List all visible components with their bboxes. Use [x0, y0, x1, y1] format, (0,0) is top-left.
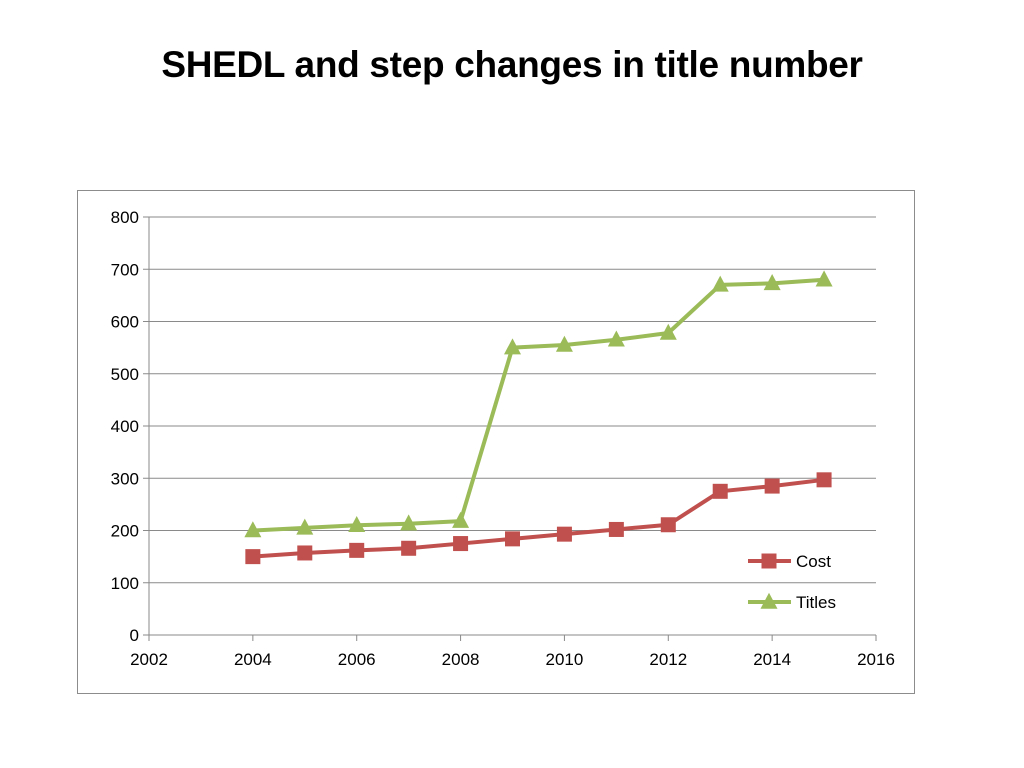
titles-data-point [296, 518, 314, 535]
y-tick-label: 600 [111, 313, 139, 332]
legend-titles-label: Titles [796, 593, 836, 612]
x-tick-label: 2008 [442, 650, 480, 669]
legend: Cost Titles [748, 552, 836, 612]
cost-data-point [297, 545, 313, 561]
y-tick-label: 700 [111, 260, 139, 279]
x-tick-label: 2002 [130, 650, 168, 669]
cost-data-point [764, 478, 780, 494]
titles-data-point [244, 521, 262, 538]
line-chart: 0 100 200 300 400 500 600 700 800 2002 2004 2006 200… [111, 208, 895, 669]
cost-data-point [712, 483, 728, 499]
titles-data-point [555, 335, 573, 352]
cost-series-line [250, 477, 827, 559]
y-tick-label: 400 [111, 417, 139, 436]
legend-titles-marker [760, 592, 778, 609]
cost-data-point [660, 517, 676, 533]
titles-data-point [348, 515, 366, 533]
x-tick-label: 2016 [857, 650, 895, 669]
y-tick-label: 200 [111, 522, 139, 541]
x-tick-label: 2010 [546, 650, 584, 669]
gridlines [149, 216, 876, 584]
cost-data-point [556, 526, 572, 542]
legend-cost-marker [761, 553, 777, 569]
titles-data-point [711, 275, 729, 292]
series-lines [250, 277, 827, 559]
series-markers [244, 270, 833, 565]
y-tick-label: 100 [111, 574, 139, 593]
axes: 0 100 200 300 400 500 600 700 800 2002 2004 2006 200… [111, 208, 895, 669]
cost-data-point [816, 472, 832, 488]
chart-frame: 0 100 200 300 400 500 600 700 800 2002 2004 2006 200… [77, 190, 915, 694]
y-tick-label: 0 [130, 626, 139, 645]
titles-data-point [504, 338, 521, 355]
x-tick-label: 2004 [234, 650, 272, 669]
cost-data-point [505, 531, 520, 547]
y-tick-label: 500 [111, 365, 139, 384]
cost-data-point [401, 540, 417, 556]
titles-data-point [400, 514, 418, 531]
cost-data-point [453, 536, 469, 552]
titles-data-point [659, 323, 677, 340]
titles-data-point [763, 274, 781, 291]
cost-data-point [608, 521, 624, 537]
titles-series-line [250, 277, 827, 533]
titles-data-point [452, 511, 470, 528]
slide-title: SHEDL and step changes in title number [161, 44, 863, 85]
titles-data-point [815, 270, 833, 287]
y-tick-label: 800 [111, 208, 139, 227]
x-tick-label: 2014 [753, 650, 791, 669]
legend-cost-label: Cost [796, 552, 831, 571]
cost-data-point [349, 542, 365, 558]
cost-data-point [245, 549, 261, 565]
x-tick-label: 2012 [649, 650, 687, 669]
x-tick-label: 2006 [338, 650, 376, 669]
y-tick-label: 300 [111, 469, 139, 488]
titles-data-point [607, 330, 625, 347]
